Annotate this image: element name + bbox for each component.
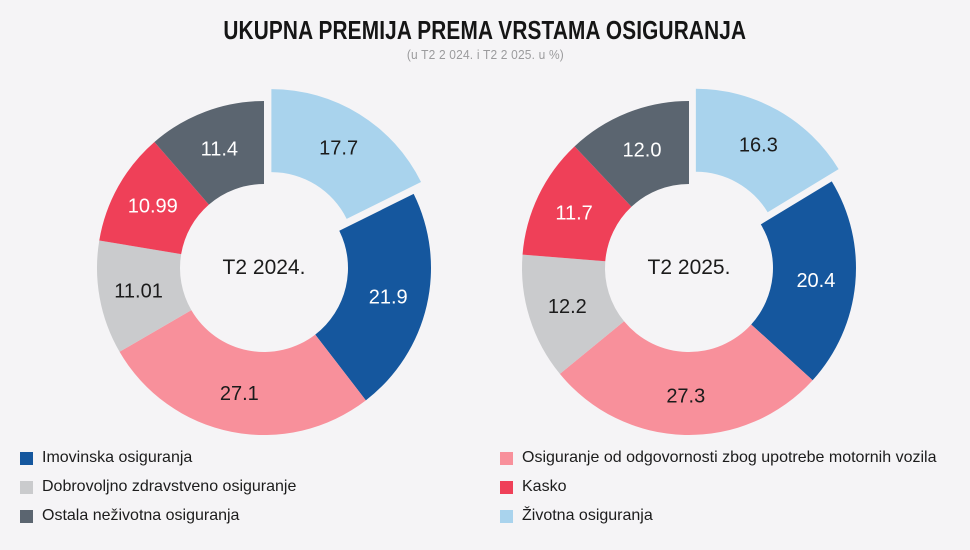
legend-item-ostala: Ostala neživotna osiguranja [20,506,296,526]
legend-column-left: Imovinska osiguranja Dobrovoljno zdravst… [20,448,296,535]
legend-label-imovinska: Imovinska osiguranja [42,449,193,466]
pie-slice-ivotna-osiguranja [271,89,422,219]
donut-center-label-t2-2025: T2 2025. [647,256,731,279]
pie-slice-ivotna-osiguranja [695,88,839,213]
legend-column-right: Osiguranje od odgovornosti zbog upotrebe… [500,448,936,535]
pie-slice-dobrovoljno-zdravstveno-osiguranje [522,254,625,374]
slice-value-label-imovinska-osiguranja: 20.4 [796,270,835,292]
pie-slice-kasko [522,146,632,262]
chart-subtitle: (u T2 2 024. i T2 2 025. u %) [0,47,970,62]
slice-value-label-osiguranje-od-odgovornosti-zbog-upotrebe-motornih-vozila: 27.3 [666,385,705,407]
slice-value-label-osiguranje-od-odgovornosti-zbog-upotrebe-motornih-vozila: 27.1 [220,383,259,405]
legend-label-kasko: Kasko [522,478,567,495]
pie-slice-ostala-ne-ivotna-osiguranja [574,101,689,207]
slice-value-label-kasko: 11.7 [555,203,592,225]
donut-center-label-t2-2024: T2 2024. [222,256,306,279]
pie-slice-osiguranje-od-odgovornosti-zbog-upotrebe-motornih-vozila [119,310,366,435]
slice-value-label-ivotna-osiguranja: 17.7 [319,138,358,160]
charts-area: 17.7 21.9 27.1 11.01 10.99 11.4 T2 2024. 16.3… [0,85,970,450]
legend-label-ostala: Ostala neživotna osiguranja [42,507,240,524]
pie-slice-dobrovoljno-zdravstveno-osiguranje [97,240,192,352]
slice-value-label-ostala-ne-ivotna-osiguranja: 12.0 [623,139,662,161]
legend-swatch-dobrovoljno [20,480,33,494]
donut-svg-t2-2025: 16.3 20.4 27.3 12.2 11.7 12.0 [522,88,856,435]
legend-item-motorna-vozila: Osiguranje od odgovornosti zbog upotrebe… [500,448,936,468]
slice-value-label-dobrovoljno-zdravstveno-osiguranje: 12.2 [548,296,587,318]
pie-slice-kasko [99,141,209,255]
legend-item-kasko: Kasko [500,477,936,497]
donut-chart-t2-2024: 17.7 21.9 27.1 11.01 10.99 11.4 T2 2024. [70,85,460,450]
legend-label-motorna-vozila: Osiguranje od odgovornosti zbog upotrebe… [522,449,937,466]
legend-item-zivotna: Životna osiguranja [500,506,936,526]
legend-item-dobrovoljno: Dobrovoljno zdravstveno osiguranje [20,477,296,497]
donut-svg-t2-2024: 17.7 21.9 27.1 11.01 10.99 11.4 [97,89,432,435]
pie-slice-ostala-ne-ivotna-osiguranja [154,101,264,205]
legend-swatch-motorna-vozila [500,451,513,465]
legend-swatch-ostala [20,509,33,523]
legend-item-imovinska: Imovinska osiguranja [20,448,296,468]
pie-slice-osiguranje-od-odgovornosti-zbog-upotrebe-motornih-vozila [559,321,813,435]
slice-value-label-dobrovoljno-zdravstveno-osiguranje: 11.01 [114,281,163,303]
legend-swatch-imovinska [20,451,33,465]
slice-value-label-ostala-ne-ivotna-osiguranja: 11.4 [201,138,238,160]
donut-chart-t2-2025: 16.3 20.4 27.3 12.2 11.7 12.0 T2 2025. [495,85,885,450]
legend-label-zivotna: Životna osiguranja [522,507,653,524]
chart-subtitle-text: (u T2 2 024. i T2 2 025. u %) [406,47,564,62]
chart-title: UKUPNA PREMIJA PREMA VRSTAMA OSIGURANJA [223,15,747,45]
slice-value-label-ivotna-osiguranja: 16.3 [739,134,778,156]
pie-slice-imovinska-osiguranja [315,193,432,401]
legend-swatch-zivotna [500,509,513,523]
pie-slice-imovinska-osiguranja [751,181,856,381]
legend-label-dobrovoljno: Dobrovoljno zdravstveno osiguranje [42,478,297,495]
slice-value-label-imovinska-osiguranja: 21.9 [369,287,408,309]
chart-header: UKUPNA PREMIJA PREMA VRSTAMA OSIGURANJA … [0,16,970,62]
slice-value-label-kasko: 10.99 [128,196,178,218]
legend-swatch-kasko [500,480,513,494]
